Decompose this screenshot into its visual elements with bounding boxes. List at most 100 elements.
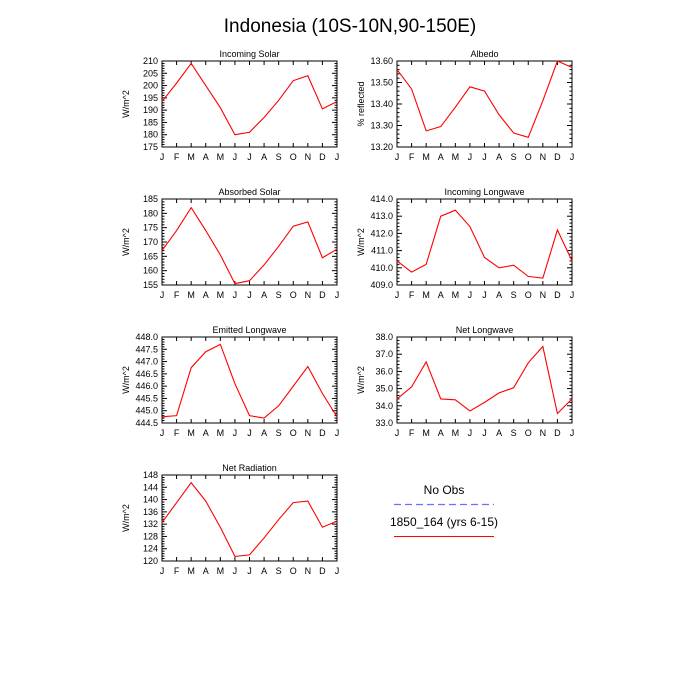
x-tick-label: J	[233, 566, 238, 576]
y-axis-label: W/m^2	[121, 504, 131, 532]
x-tick-label: N	[305, 290, 312, 300]
x-tick-label: A	[261, 290, 267, 300]
y-axis-label: W/m^2	[356, 228, 366, 256]
y-tick-label: 409.0	[370, 280, 393, 290]
x-tick-label: F	[174, 566, 180, 576]
y-tick-label: 165	[143, 251, 158, 261]
panel-title: Albedo	[470, 49, 498, 59]
x-tick-label: A	[438, 290, 444, 300]
y-tick-label: 160	[143, 266, 158, 276]
x-tick-label: A	[496, 428, 502, 438]
x-tick-label: J	[482, 428, 487, 438]
y-tick-label: 124	[143, 544, 158, 554]
x-tick-label: S	[276, 566, 282, 576]
x-tick-label: O	[290, 428, 297, 438]
y-tick-label: 411.0	[371, 246, 393, 256]
x-tick-label: S	[511, 428, 517, 438]
x-tick-label: O	[525, 290, 532, 300]
x-tick-label: F	[174, 290, 180, 300]
x-tick-label: M	[217, 428, 225, 438]
series-line	[161, 62, 338, 136]
y-tick-label: 38.0	[375, 332, 393, 342]
y-tick-label: 144	[143, 482, 158, 492]
y-axis-label: % reflected	[356, 81, 366, 126]
x-tick-label: A	[496, 152, 502, 162]
y-tick-label: 446.5	[135, 369, 158, 379]
x-tick-label: J	[468, 428, 473, 438]
plot-frame	[396, 60, 573, 148]
x-tick-label: J	[468, 290, 473, 300]
series-line	[396, 345, 573, 415]
y-tick-label: 180	[143, 208, 158, 218]
legend-label-model: 1850_164 (yrs 6-15)	[390, 515, 498, 529]
y-tick-label: 13.60	[370, 56, 393, 66]
y-tick-label: 148	[143, 470, 158, 480]
x-tick-label: J	[335, 290, 340, 300]
y-tick-label: 33.0	[375, 418, 393, 428]
y-axis-label: W/m^2	[121, 90, 131, 118]
y-tick-label: 132	[143, 519, 158, 529]
x-tick-label: M	[422, 290, 430, 300]
x-tick-label: N	[540, 152, 547, 162]
x-tick-label: J	[570, 290, 575, 300]
y-tick-label: 445.0	[135, 406, 158, 416]
x-tick-label: J	[570, 152, 575, 162]
x-tick-label: D	[319, 566, 326, 576]
panel-title: Net Radiation	[222, 463, 277, 473]
y-tick-label: 413.0	[370, 211, 393, 221]
panel-title: Absorbed Solar	[218, 187, 280, 197]
x-tick-label: A	[261, 152, 267, 162]
y-tick-label: 140	[143, 495, 158, 505]
panel-title: Incoming Longwave	[444, 187, 524, 197]
x-tick-label: J	[247, 428, 252, 438]
y-axis-label: W/m^2	[121, 366, 131, 394]
y-tick-label: 37.0	[375, 349, 393, 359]
x-tick-label: A	[438, 152, 444, 162]
x-tick-label: D	[554, 290, 561, 300]
y-tick-label: 170	[143, 237, 158, 247]
x-tick-label: J	[247, 566, 252, 576]
x-tick-label: N	[305, 566, 312, 576]
y-tick-label: 446.0	[135, 381, 158, 391]
figure-title: Indonesia (10S-10N,90-150E)	[224, 16, 476, 37]
x-tick-label: J	[247, 152, 252, 162]
x-tick-label: F	[174, 152, 180, 162]
y-tick-label: 175	[143, 142, 158, 152]
x-tick-label: A	[496, 290, 502, 300]
y-tick-label: 175	[143, 223, 158, 233]
x-tick-label: J	[395, 290, 400, 300]
plot-frame	[161, 336, 338, 424]
y-tick-label: 136	[143, 507, 158, 517]
plot-frame	[161, 60, 338, 148]
y-tick-label: 185	[143, 194, 158, 204]
x-tick-label: A	[203, 428, 209, 438]
series-line	[161, 206, 338, 285]
x-tick-label: N	[540, 290, 547, 300]
series-line	[161, 481, 338, 557]
y-tick-label: 210	[143, 56, 158, 66]
x-tick-label: D	[554, 428, 561, 438]
x-tick-label: M	[217, 290, 225, 300]
x-tick-label: J	[395, 152, 400, 162]
y-tick-label: 34.0	[375, 401, 393, 411]
panel-title: Net Longwave	[456, 325, 514, 335]
y-tick-label: 410.0	[370, 263, 393, 273]
y-tick-label: 13.20	[370, 142, 393, 152]
x-tick-label: D	[554, 152, 561, 162]
x-tick-label: J	[482, 290, 487, 300]
series-line	[161, 343, 338, 419]
x-tick-label: O	[525, 428, 532, 438]
x-tick-label: J	[233, 152, 238, 162]
x-tick-label: S	[276, 290, 282, 300]
x-tick-label: O	[290, 290, 297, 300]
x-tick-label: S	[511, 290, 517, 300]
x-tick-label: M	[217, 152, 225, 162]
x-tick-label: M	[452, 290, 460, 300]
panel-title: Incoming Solar	[219, 49, 279, 59]
y-tick-label: 13.40	[370, 99, 393, 109]
